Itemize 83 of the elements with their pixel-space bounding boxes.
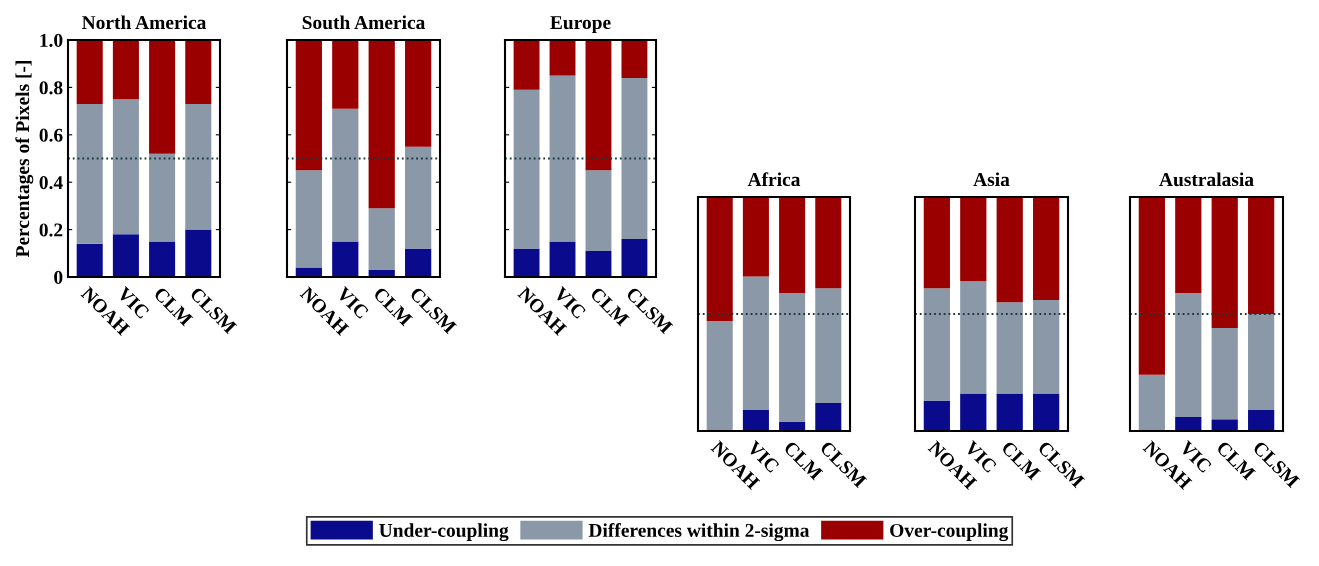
bar [621, 77, 648, 240]
bar [76, 243, 103, 277]
bar [621, 40, 648, 78]
bar [742, 197, 769, 277]
bar [706, 321, 733, 431]
bar [585, 40, 612, 171]
bar [996, 302, 1023, 394]
chart-title: Europe [550, 16, 611, 34]
bar [185, 229, 212, 277]
y-tick-label: 1.0 [40, 33, 63, 48]
bar [1175, 197, 1202, 293]
bar [76, 40, 103, 104]
legend-label: Over-coupling [890, 523, 1009, 542]
chart-title: South America [302, 15, 426, 30]
bar [1211, 197, 1238, 329]
bar [996, 197, 1023, 303]
bar [332, 108, 359, 242]
bar [405, 146, 432, 249]
bar [1033, 299, 1060, 394]
bar [621, 239, 648, 277]
bar [815, 197, 842, 289]
bar [368, 40, 395, 209]
legend-label: Differences within 2-sigma [588, 523, 810, 542]
bar [549, 75, 576, 242]
bar [295, 170, 322, 268]
bar [76, 103, 103, 244]
bar [405, 40, 432, 147]
bar [923, 400, 950, 431]
bar [1248, 314, 1275, 410]
bar [1211, 419, 1238, 431]
y-tick-label: 0 [54, 270, 63, 284]
bar [149, 153, 176, 242]
bar [960, 197, 987, 282]
bar [1033, 393, 1060, 431]
bar [112, 234, 139, 277]
chart-title: Australasia [1159, 172, 1254, 187]
bar [815, 402, 842, 431]
bar [923, 197, 950, 289]
bar [149, 40, 176, 154]
bar [815, 288, 842, 403]
bar [513, 40, 540, 90]
bar [149, 241, 176, 277]
chart-title: North America [82, 15, 207, 30]
bar [706, 197, 733, 322]
y-tick-label: 0.4 [39, 176, 63, 190]
bar [513, 89, 540, 249]
bar [779, 197, 806, 293]
bar [1138, 374, 1165, 431]
bar [549, 40, 576, 76]
chart-title: Asia [973, 172, 1010, 187]
bar [742, 276, 769, 410]
bar [1175, 416, 1202, 431]
bar [332, 241, 359, 277]
bar [996, 393, 1023, 431]
bar [960, 281, 987, 394]
bar [960, 393, 987, 431]
bar [779, 292, 806, 422]
bar [295, 40, 322, 171]
y-tick-label: 0.8 [39, 81, 63, 95]
y-tick-label: 0.6 [39, 128, 63, 142]
bar [1033, 197, 1060, 300]
bar [332, 40, 359, 109]
bar [185, 40, 212, 104]
bar [1211, 328, 1238, 420]
bar [585, 250, 612, 277]
y-tick-label: 0.2 [39, 223, 63, 237]
bar [742, 409, 769, 431]
bar [923, 288, 950, 401]
bar [1248, 409, 1275, 431]
y-axis-title: Percentages of Pixels [-] [15, 61, 34, 258]
bar [185, 103, 212, 230]
bar [1248, 197, 1275, 314]
bar [1175, 292, 1202, 417]
chart-title: Africa [747, 172, 801, 187]
bar [585, 170, 612, 251]
bar [1138, 197, 1165, 375]
bar [513, 248, 540, 277]
legend-label: Under-coupling [379, 523, 509, 542]
bar [112, 99, 139, 235]
bar [405, 248, 432, 277]
bar [549, 241, 576, 277]
bar [112, 40, 139, 100]
bar [368, 208, 395, 270]
